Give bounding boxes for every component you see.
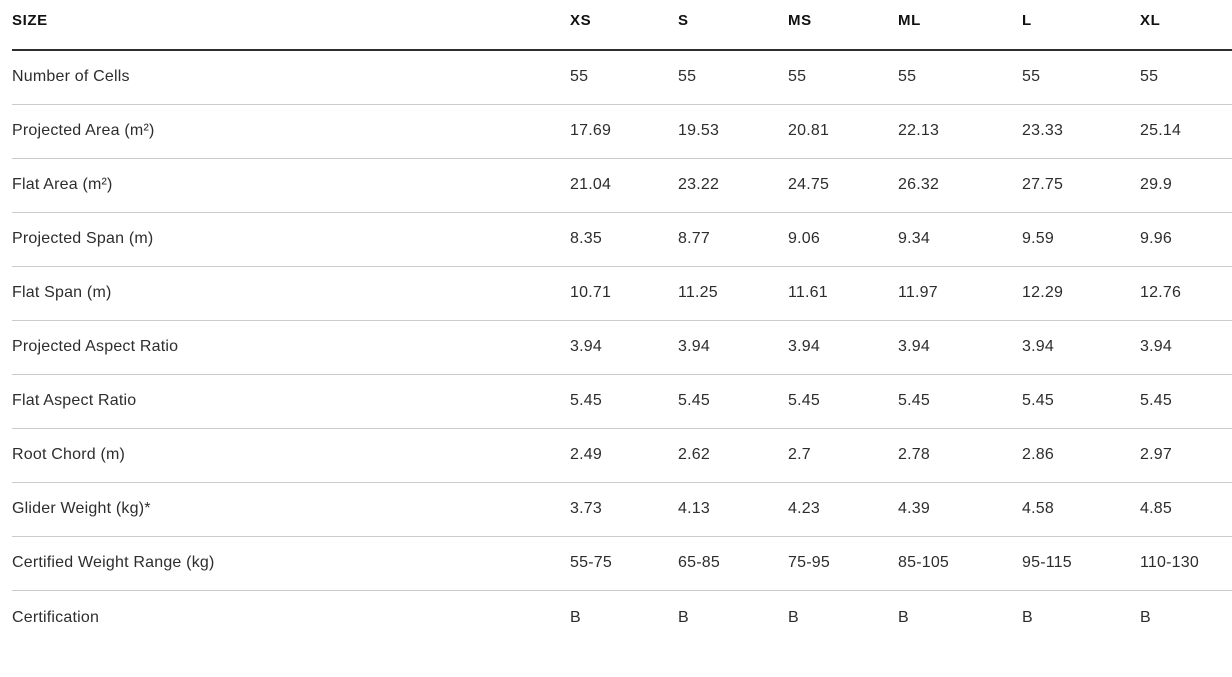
cell-value: 75-95 (788, 536, 898, 591)
cell-value: 110-130 (1140, 536, 1232, 591)
cell-value: 55-75 (570, 536, 678, 591)
cell-value: 12.76 (1140, 266, 1232, 321)
cell-value: 55 (788, 50, 898, 105)
cell-value: 55 (1140, 50, 1232, 105)
spec-row-root-chord: Root Chord (m) 2.49 2.62 2.7 2.78 2.86 2… (12, 428, 1232, 483)
row-label: Certified Weight Range (kg) (12, 536, 570, 591)
spec-row-glider-weight: Glider Weight (kg)* 3.73 4.13 4.23 4.39 … (12, 482, 1232, 537)
cell-value: 55 (1022, 50, 1140, 105)
column-header-s: S (678, 0, 788, 51)
cell-value: B (1140, 608, 1151, 626)
cell-value: 23.33 (1022, 104, 1140, 159)
cell-value: 2.7 (788, 428, 898, 483)
cell-value: 2.49 (570, 428, 678, 483)
row-label: Projected Aspect Ratio (12, 320, 570, 375)
cell-value: 9.34 (898, 212, 1022, 267)
spec-row-certified-weight-range: Certified Weight Range (kg) 55-75 65-85 … (12, 536, 1232, 591)
cell-value: 11.97 (898, 266, 1022, 321)
cell-value: 4.39 (898, 482, 1022, 537)
row-label: Projected Span (m) (12, 212, 570, 267)
cell-value: 5.45 (570, 374, 678, 429)
spec-row-certification: Certification B B B B B B (12, 590, 1232, 645)
cell-value: 5.45 (1140, 374, 1232, 429)
cell-value: 29.9 (1140, 158, 1232, 213)
cell-value: 2.78 (898, 428, 1022, 483)
cell-value: B (570, 608, 581, 626)
cell-value: 24.75 (788, 158, 898, 213)
cell-value: B (678, 608, 689, 626)
row-label: Root Chord (m) (12, 428, 570, 483)
column-header-xs: XS (570, 0, 678, 51)
cell-value: 21.04 (570, 158, 678, 213)
cell-value: 5.45 (1022, 374, 1140, 429)
header-row: SIZE XS S MS ML L XL (12, 0, 1232, 51)
cell-value: 4.85 (1140, 482, 1232, 537)
row-label: Glider Weight (kg)* (12, 482, 570, 537)
cell-value: 3.94 (1022, 320, 1140, 375)
cell-value: 4.13 (678, 482, 788, 537)
cell-value: 19.53 (678, 104, 788, 159)
cell-value: 3.73 (570, 482, 678, 537)
column-header-ml: ML (898, 0, 1022, 51)
cell-value: 5.45 (788, 374, 898, 429)
cell-value: B (1022, 608, 1033, 626)
cell-value: 5.45 (898, 374, 1022, 429)
cell-value: 4.23 (788, 482, 898, 537)
cell-value: 2.97 (1140, 428, 1232, 483)
cell-value: 23.22 (678, 158, 788, 213)
cell-value: B (898, 608, 909, 626)
cell-value: 55 (678, 50, 788, 105)
cell-value: 9.06 (788, 212, 898, 267)
cell-value: 85-105 (898, 536, 1022, 591)
row-label: Projected Area (m²) (12, 104, 570, 159)
cell-value: 20.81 (788, 104, 898, 159)
cell-value: 3.94 (678, 320, 788, 375)
cell-value: 4.58 (1022, 482, 1140, 537)
cell-value: 65-85 (678, 536, 788, 591)
spec-row-flat-area: Flat Area (m²) 21.04 23.22 24.75 26.32 2… (12, 158, 1232, 213)
cell-value: 8.77 (678, 212, 788, 267)
column-header-l: L (1022, 0, 1140, 51)
spec-row-projected-span: Projected Span (m) 8.35 8.77 9.06 9.34 9… (12, 212, 1232, 267)
cell-value: 2.86 (1022, 428, 1140, 483)
row-label: Flat Area (m²) (12, 158, 570, 213)
cell-value: 55 (898, 50, 1022, 105)
row-label: Number of Cells (12, 50, 570, 105)
cell-value: 26.32 (898, 158, 1022, 213)
cell-value: 95-115 (1022, 536, 1140, 591)
column-header-size: SIZE (12, 0, 570, 51)
cell-value: 3.94 (570, 320, 678, 375)
spec-row-projected-aspect-ratio: Projected Aspect Ratio 3.94 3.94 3.94 3.… (12, 320, 1232, 375)
cell-value: 55 (570, 50, 678, 105)
spec-row-projected-area: Projected Area (m²) 17.69 19.53 20.81 22… (12, 104, 1232, 159)
cell-value: 9.96 (1140, 212, 1232, 267)
cell-value: 2.62 (678, 428, 788, 483)
cell-value: 22.13 (898, 104, 1022, 159)
glider-spec-table: SIZE XS S MS ML L XL Number of Cells 55 … (12, 0, 1232, 645)
row-label: Flat Aspect Ratio (12, 374, 570, 429)
cell-value: 11.25 (678, 266, 788, 321)
row-label: Certification (12, 608, 100, 626)
spec-row-number-of-cells: Number of Cells 55 55 55 55 55 55 (12, 50, 1232, 105)
cell-value: 12.29 (1022, 266, 1140, 321)
cell-value: 25.14 (1140, 104, 1232, 159)
cell-value: 3.94 (898, 320, 1022, 375)
column-header-xl: XL (1140, 0, 1232, 51)
cell-value: 11.61 (788, 266, 898, 321)
cell-value: 5.45 (678, 374, 788, 429)
cell-value: 10.71 (570, 266, 678, 321)
spec-row-flat-aspect-ratio: Flat Aspect Ratio 5.45 5.45 5.45 5.45 5.… (12, 374, 1232, 429)
cell-value: 27.75 (1022, 158, 1140, 213)
spec-row-flat-span: Flat Span (m) 10.71 11.25 11.61 11.97 12… (12, 266, 1232, 321)
cell-value: 3.94 (1140, 320, 1232, 375)
cell-value: 17.69 (570, 104, 678, 159)
cell-value: 9.59 (1022, 212, 1140, 267)
column-header-ms: MS (788, 0, 898, 51)
cell-value: 8.35 (570, 212, 678, 267)
row-label: Flat Span (m) (12, 266, 570, 321)
cell-value: 3.94 (788, 320, 898, 375)
cell-value: B (788, 608, 799, 626)
